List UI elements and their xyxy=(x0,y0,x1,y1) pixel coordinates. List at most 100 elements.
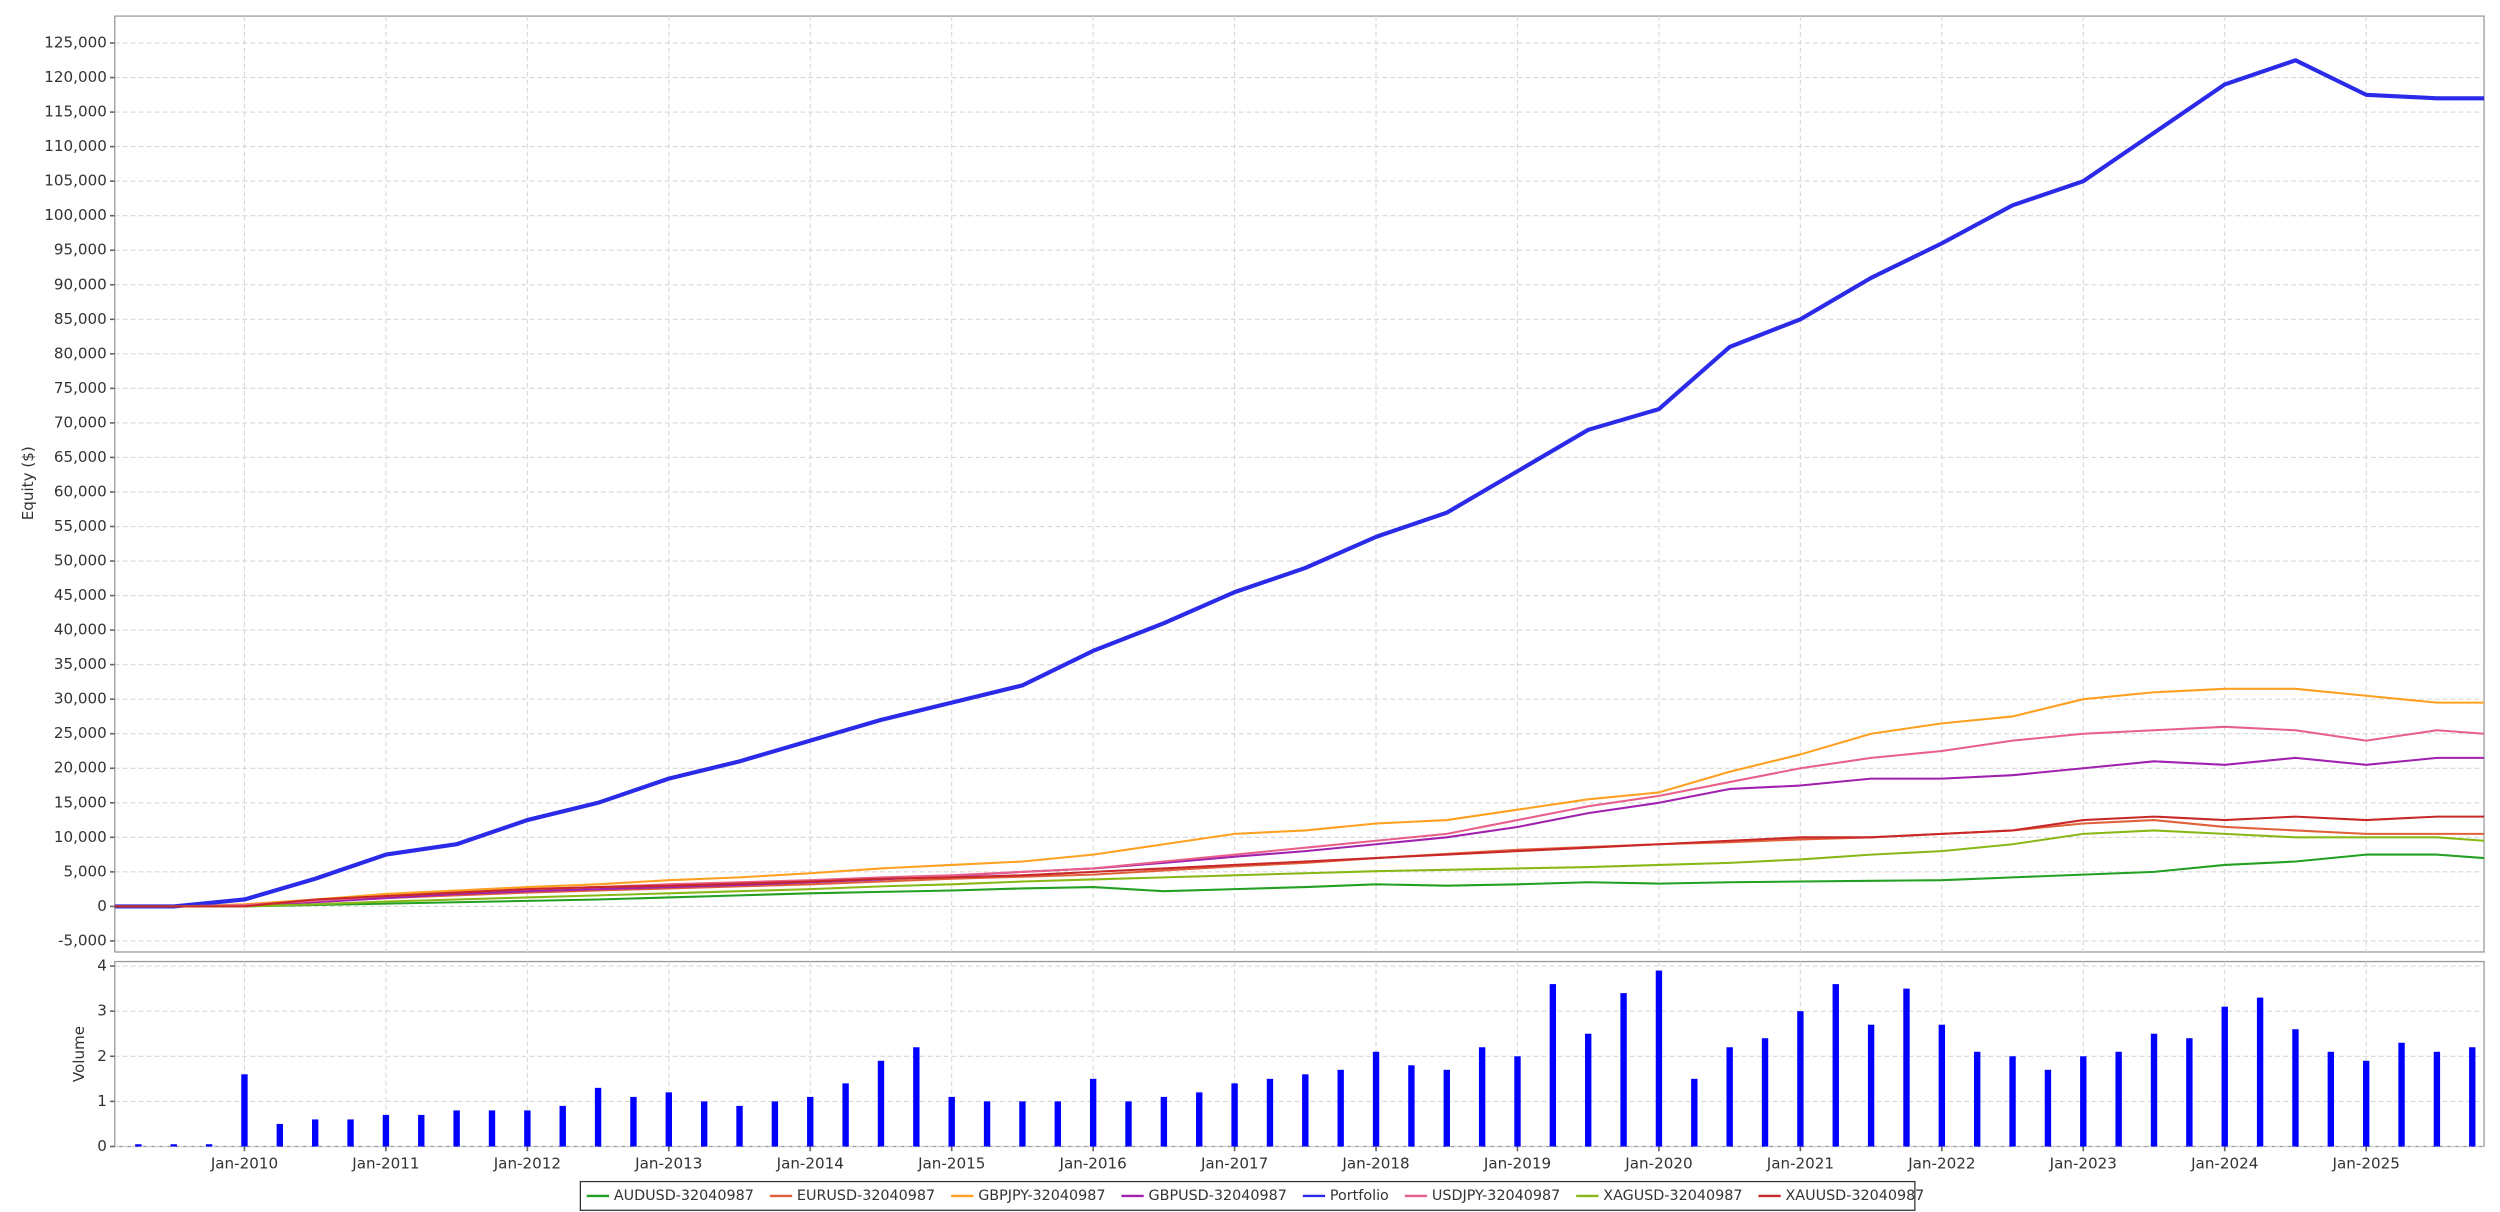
y-tick-label: 75,000 xyxy=(54,379,107,397)
volume-bar xyxy=(1832,984,1839,1147)
x-tick-label: Jan-2020 xyxy=(1624,1155,1692,1173)
volume-bar xyxy=(1089,1078,1097,1147)
volume-bar xyxy=(2398,1042,2405,1147)
volume-bar xyxy=(559,1105,566,1147)
volume-bar xyxy=(2115,1051,2122,1147)
volume-bar xyxy=(736,1105,743,1147)
volume-bar xyxy=(1372,1051,1380,1147)
volume-bar xyxy=(1302,1074,1309,1147)
series-line xyxy=(114,819,2485,908)
volume-bar xyxy=(913,1047,920,1147)
y-tick-label: 35,000 xyxy=(54,655,107,673)
y-tick-label: 60,000 xyxy=(54,482,107,500)
volume-bar xyxy=(382,1114,390,1147)
volume-bar xyxy=(700,1101,708,1147)
x-tick-label: Jan-2017 xyxy=(1200,1155,1268,1173)
volume-bar xyxy=(1938,1024,1946,1147)
volume-bar xyxy=(170,1144,177,1147)
volume-bar xyxy=(1196,1092,1203,1147)
volume-bar xyxy=(276,1123,284,1147)
volume-bar xyxy=(594,1087,602,1147)
series-line xyxy=(114,829,2485,908)
volume-bar xyxy=(1655,970,1663,1147)
volume-bar xyxy=(1478,1047,1486,1147)
x-tick-label: Jan-2021 xyxy=(1766,1155,1834,1173)
volume-plot-frame xyxy=(114,960,2485,1148)
equity-plot-frame xyxy=(114,15,2485,953)
volume-bar xyxy=(842,1083,849,1147)
y-tick-label: 50,000 xyxy=(54,552,107,570)
volume-bar xyxy=(1867,1024,1875,1147)
volume-bar xyxy=(1160,1096,1168,1147)
volume-bar xyxy=(877,1060,885,1147)
y-tick-label: 0 xyxy=(97,1137,107,1155)
y-tick-label: 90,000 xyxy=(54,275,107,293)
y-tick-label: 70,000 xyxy=(54,413,107,431)
volume-bar xyxy=(2009,1056,2016,1147)
y-tick-label: 10,000 xyxy=(54,828,107,846)
volume-bar xyxy=(135,1144,142,1147)
y-tick-label: 3 xyxy=(97,1002,107,1020)
volume-bar xyxy=(948,1096,955,1147)
volume-bar xyxy=(524,1110,531,1147)
volume-bar xyxy=(1974,1051,1981,1147)
series-line xyxy=(114,815,2485,908)
y-tick-label: 20,000 xyxy=(54,759,107,777)
volume-bar xyxy=(1054,1101,1061,1147)
volume-bar xyxy=(1514,1056,1521,1147)
volume-bar xyxy=(2292,1029,2299,1147)
volume-bar xyxy=(2469,1047,2476,1147)
volume-bar xyxy=(2150,1033,2158,1147)
legend-label: XAUUSD-32040987 xyxy=(1785,1188,1924,1204)
volume-bar xyxy=(488,1110,496,1147)
series-line xyxy=(114,853,2485,908)
volume-bar xyxy=(1443,1069,1450,1147)
volume-bar xyxy=(1337,1069,1344,1147)
volume-bar xyxy=(630,1096,637,1147)
volume-bar xyxy=(1585,1033,1592,1147)
y-tick-label: 4 xyxy=(97,957,107,975)
y-tick-label: -5,000 xyxy=(58,931,107,949)
volume-bar xyxy=(1903,988,1910,1147)
y-tick-label: 5,000 xyxy=(64,862,107,880)
volume-bar xyxy=(1408,1065,1415,1147)
volume-bar xyxy=(665,1092,672,1147)
volume-bar xyxy=(418,1114,425,1147)
series-line xyxy=(114,756,2485,908)
x-tick-label: Jan-2013 xyxy=(634,1155,702,1173)
x-tick-label: Jan-2023 xyxy=(2049,1155,2117,1173)
volume-bar xyxy=(1620,993,1627,1147)
volume-bar xyxy=(1231,1083,1238,1147)
volume-bar xyxy=(1019,1101,1026,1147)
x-tick-label: Jan-2025 xyxy=(2332,1155,2400,1173)
x-tick-label: Jan-2019 xyxy=(1483,1155,1551,1173)
legend-label: Portfolio xyxy=(1330,1188,1389,1204)
volume-bar xyxy=(807,1096,814,1147)
y-tick-label: 30,000 xyxy=(54,690,107,708)
volume-bar xyxy=(311,1119,319,1147)
x-tick-label: Jan-2012 xyxy=(493,1155,561,1173)
series-line xyxy=(114,58,2485,909)
volume-bar xyxy=(2256,997,2264,1147)
volume-bar xyxy=(1125,1101,1132,1147)
y-tick-label: 110,000 xyxy=(44,137,107,155)
legend-frame xyxy=(579,1180,1916,1211)
y-tick-label: 105,000 xyxy=(44,172,107,190)
series-line xyxy=(114,687,2485,908)
legend-label: AUDUSD-32040987 xyxy=(614,1188,754,1204)
legend-label: GBPJPY-32040987 xyxy=(978,1188,1105,1204)
volume-bar xyxy=(771,1101,779,1147)
y-tick-label: 95,000 xyxy=(54,241,107,259)
volume-bar xyxy=(2433,1051,2441,1147)
x-tick-label: Jan-2015 xyxy=(917,1155,985,1173)
volume-bar xyxy=(2327,1051,2335,1147)
y-axis-title: Volume xyxy=(70,1026,88,1082)
volume-bar xyxy=(453,1110,460,1147)
y-tick-label: 15,000 xyxy=(54,793,107,811)
volume-bar xyxy=(205,1144,213,1147)
x-tick-label: Jan-2024 xyxy=(2190,1155,2258,1173)
x-tick-label: Jan-2016 xyxy=(1059,1155,1127,1173)
y-tick-label: 120,000 xyxy=(44,68,107,86)
